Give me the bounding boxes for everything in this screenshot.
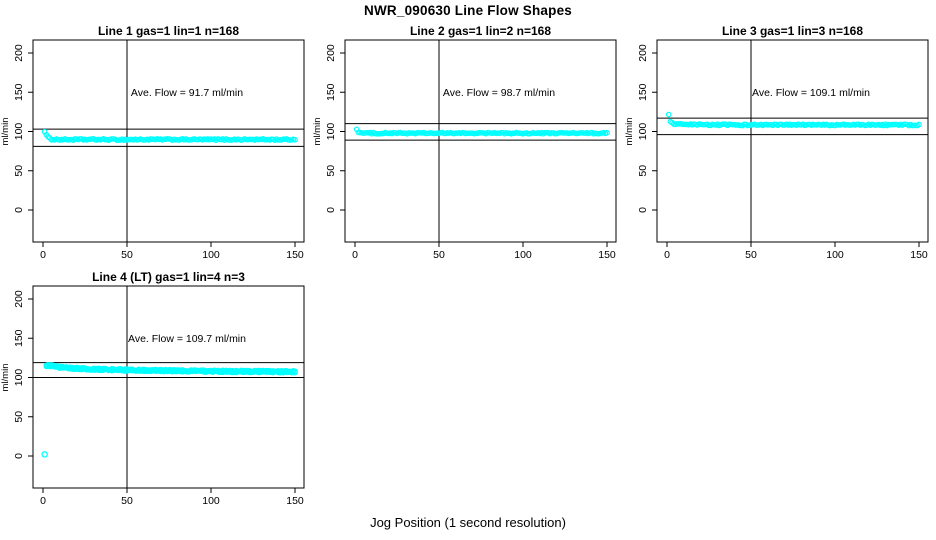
svg-text:50: 50 bbox=[637, 165, 649, 177]
x-axis-outer-label: Jog Position (1 second resolution) bbox=[370, 515, 566, 530]
svg-text:100: 100 bbox=[826, 249, 844, 261]
plot-line-2-svg: 0 50 100 150 200 0 50 100 150 ml/min Line 2 gas=1 … bbox=[312, 24, 617, 261]
plot-line-3-svg: 0 50 100 150 200 0 50 100 150 ml/min Line 3 gas=1 … bbox=[624, 24, 929, 261]
svg-text:150: 150 bbox=[13, 83, 25, 101]
svg-text:100: 100 bbox=[202, 249, 220, 261]
svg-text:Line 1 gas=1 lin=1 n=168: Line 1 gas=1 lin=1 n=168 bbox=[98, 24, 239, 38]
svg-text:100: 100 bbox=[202, 495, 220, 507]
svg-text:150: 150 bbox=[637, 83, 649, 101]
svg-text:150: 150 bbox=[325, 83, 337, 101]
svg-text:Line 4 (LT) gas=1 lin=4 n=3: Line 4 (LT) gas=1 lin=4 n=3 bbox=[92, 270, 245, 284]
svg-text:ml/min: ml/min bbox=[312, 118, 323, 146]
svg-text:0: 0 bbox=[40, 249, 46, 261]
svg-text:Ave. Flow = 98.7 ml/min: Ave. Flow = 98.7 ml/min bbox=[443, 87, 555, 99]
svg-text:100: 100 bbox=[13, 123, 25, 141]
svg-text:0: 0 bbox=[637, 207, 649, 213]
svg-text:Ave. Flow = 109.7 ml/min: Ave. Flow = 109.7 ml/min bbox=[128, 333, 246, 345]
panel-line-2: 0 50 100 150 200 0 50 100 150 ml/min Line 2 gas=1 … bbox=[312, 24, 624, 272]
svg-text:50: 50 bbox=[433, 249, 445, 261]
svg-text:50: 50 bbox=[745, 249, 757, 261]
svg-text:0: 0 bbox=[352, 249, 358, 261]
svg-text:200: 200 bbox=[13, 44, 25, 62]
panel-line-3: 0 50 100 150 200 0 50 100 150 ml/min Line 3 gas=1 … bbox=[624, 24, 936, 272]
svg-text:100: 100 bbox=[637, 123, 649, 141]
svg-text:0: 0 bbox=[13, 207, 25, 213]
svg-text:Line 2 gas=1 lin=2 n=168: Line 2 gas=1 lin=2 n=168 bbox=[410, 24, 551, 38]
svg-text:50: 50 bbox=[121, 249, 133, 261]
panel-line-1: 0 50 100 150 200 0 50 100 150 ml/min Line 1 gas=1 … bbox=[0, 24, 312, 272]
svg-text:ml/min: ml/min bbox=[0, 118, 11, 146]
svg-text:100: 100 bbox=[514, 249, 532, 261]
svg-text:150: 150 bbox=[286, 249, 304, 261]
svg-text:0: 0 bbox=[325, 207, 337, 213]
svg-text:ml/min: ml/min bbox=[624, 118, 635, 146]
svg-text:100: 100 bbox=[325, 123, 337, 141]
svg-text:0: 0 bbox=[13, 453, 25, 459]
svg-text:200: 200 bbox=[637, 44, 649, 62]
plot-line-1-svg: 0 50 100 150 200 0 50 100 150 ml/min Line 1 gas=1 … bbox=[0, 24, 305, 261]
svg-text:150: 150 bbox=[13, 329, 25, 347]
svg-text:200: 200 bbox=[13, 290, 25, 308]
svg-text:200: 200 bbox=[325, 44, 337, 62]
svg-text:50: 50 bbox=[121, 495, 133, 507]
svg-text:100: 100 bbox=[13, 369, 25, 387]
plot-line-4-svg: 0 50 100 150 200 0 50 100 150 ml/min Line 4 (LT) g… bbox=[0, 270, 305, 507]
svg-text:Ave. Flow = 109.1 ml/min: Ave. Flow = 109.1 ml/min bbox=[752, 87, 870, 99]
svg-text:Line 3 gas=1 lin=3 n=168: Line 3 gas=1 lin=3 n=168 bbox=[722, 24, 863, 38]
svg-text:Ave. Flow = 91.7 ml/min: Ave. Flow = 91.7 ml/min bbox=[131, 87, 243, 99]
panel-line-4: 0 50 100 150 200 0 50 100 150 ml/min Line 4 (LT) g… bbox=[0, 270, 312, 518]
svg-text:ml/min: ml/min bbox=[0, 364, 11, 392]
svg-text:150: 150 bbox=[910, 249, 928, 261]
svg-text:50: 50 bbox=[325, 165, 337, 177]
svg-text:150: 150 bbox=[598, 249, 616, 261]
svg-text:0: 0 bbox=[40, 495, 46, 507]
figure-title: NWR_090630 Line Flow Shapes bbox=[364, 3, 572, 18]
svg-text:0: 0 bbox=[664, 249, 670, 261]
svg-text:50: 50 bbox=[13, 411, 25, 423]
svg-text:50: 50 bbox=[13, 165, 25, 177]
svg-text:150: 150 bbox=[286, 495, 304, 507]
